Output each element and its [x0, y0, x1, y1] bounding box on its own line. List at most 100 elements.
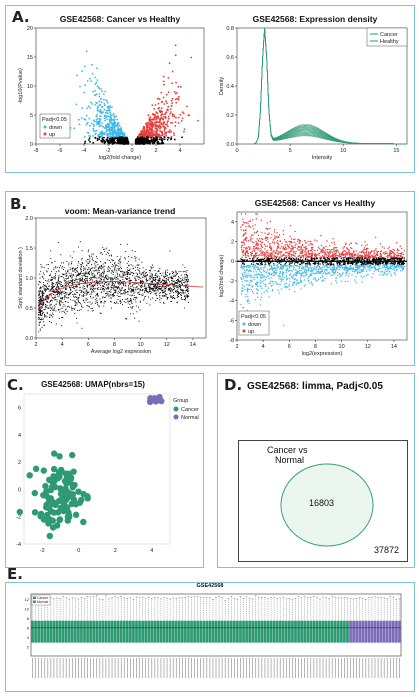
voom-point: [142, 271, 144, 273]
voom-point: [77, 299, 79, 301]
voom-point: [89, 261, 91, 263]
ma-points: [240, 213, 406, 326]
point-down: [266, 269, 269, 271]
voom-point: [175, 274, 177, 276]
point-up: [172, 132, 175, 135]
point-ns: [155, 136, 157, 138]
voom-point: [49, 285, 51, 287]
point-up: [142, 132, 145, 135]
y-tick-label: 1.0: [25, 276, 33, 282]
voom-point: [159, 268, 161, 270]
point-up: [392, 252, 394, 254]
voom-point: [78, 277, 80, 280]
point-ns: [94, 136, 97, 139]
voom-point: [90, 308, 92, 310]
voom-point: [101, 266, 103, 268]
point-up: [295, 250, 297, 252]
point-up: [150, 131, 152, 134]
voom-point: [182, 264, 184, 266]
density-curves: [253, 27, 407, 145]
legend-item-down: down: [49, 125, 62, 131]
voom-point: [52, 313, 54, 316]
point-up: [276, 255, 278, 258]
voom-point: [59, 305, 61, 307]
voom-point: [115, 266, 117, 268]
voom-point: [71, 267, 74, 269]
point-up: [163, 121, 166, 124]
voom-point: [150, 288, 152, 290]
x-tick-label: 8: [314, 344, 317, 350]
y-axis-label: -log10(Pvalue): [18, 68, 24, 104]
point-down: [123, 132, 125, 135]
voom-point: [151, 283, 153, 286]
point-down: [254, 265, 257, 267]
voom-point: [147, 296, 150, 298]
voom-point: [74, 290, 76, 292]
point-up: [368, 251, 370, 253]
voom-point: [166, 298, 168, 300]
voom-point: [114, 282, 117, 284]
voom-point: [128, 291, 130, 293]
point-down: [101, 122, 104, 125]
voom-point: [86, 285, 88, 287]
voom-point: [145, 295, 147, 298]
point-down: [83, 91, 86, 94]
voom-point: [149, 272, 151, 274]
voom-point: [169, 250, 171, 252]
point-down: [81, 70, 84, 72]
voom-point: [181, 278, 183, 280]
panel-b: [5, 191, 415, 366]
point-up: [164, 113, 166, 116]
point-down: [286, 286, 288, 289]
voom-point: [123, 289, 125, 291]
point-up: [298, 255, 300, 257]
voom-point: [52, 282, 54, 285]
point-down: [307, 276, 309, 278]
point-down: [260, 267, 262, 269]
voom-point: [140, 294, 142, 296]
voom-point: [53, 304, 55, 306]
voom-point: [166, 271, 168, 273]
voom-point: [160, 298, 162, 300]
voom-point: [143, 276, 145, 278]
point-down: [279, 283, 281, 285]
voom-point: [119, 302, 122, 304]
voom-point: [63, 304, 65, 306]
voom-point: [158, 280, 160, 283]
voom-point: [111, 266, 113, 268]
voom-point: [88, 268, 90, 270]
voom-point: [77, 260, 80, 262]
point-down: [268, 296, 270, 298]
voom-point: [118, 259, 121, 261]
point-up: [329, 250, 332, 252]
voom-point: [125, 278, 128, 281]
voom-point: [86, 279, 88, 281]
voom-point: [76, 303, 78, 305]
voom-point: [110, 277, 112, 279]
voom-point: [130, 301, 132, 303]
voom-point: [110, 254, 112, 256]
voom-point: [111, 284, 113, 287]
voom-point: [155, 288, 157, 290]
voom-point: [95, 276, 97, 278]
voom-point: [70, 280, 72, 283]
voom-point: [110, 301, 112, 303]
voom-point: [131, 307, 133, 309]
voom-point: [86, 271, 88, 273]
point-up: [373, 250, 375, 252]
voom-point: [96, 257, 98, 259]
voom-point: [51, 297, 53, 299]
voom-point: [118, 295, 120, 298]
voom-point: [50, 306, 52, 309]
voom-point: [167, 296, 169, 299]
voom-point: [120, 266, 122, 268]
voom-point: [72, 282, 74, 284]
voom-point: [131, 257, 133, 259]
x-tick-label: -6: [58, 148, 63, 154]
voom-point: [94, 275, 96, 277]
voom-point: [113, 286, 115, 288]
y-tick-label: 0.6: [226, 55, 234, 61]
voom-point: [182, 280, 184, 282]
point-up: [397, 253, 400, 255]
point-down: [99, 133, 101, 136]
